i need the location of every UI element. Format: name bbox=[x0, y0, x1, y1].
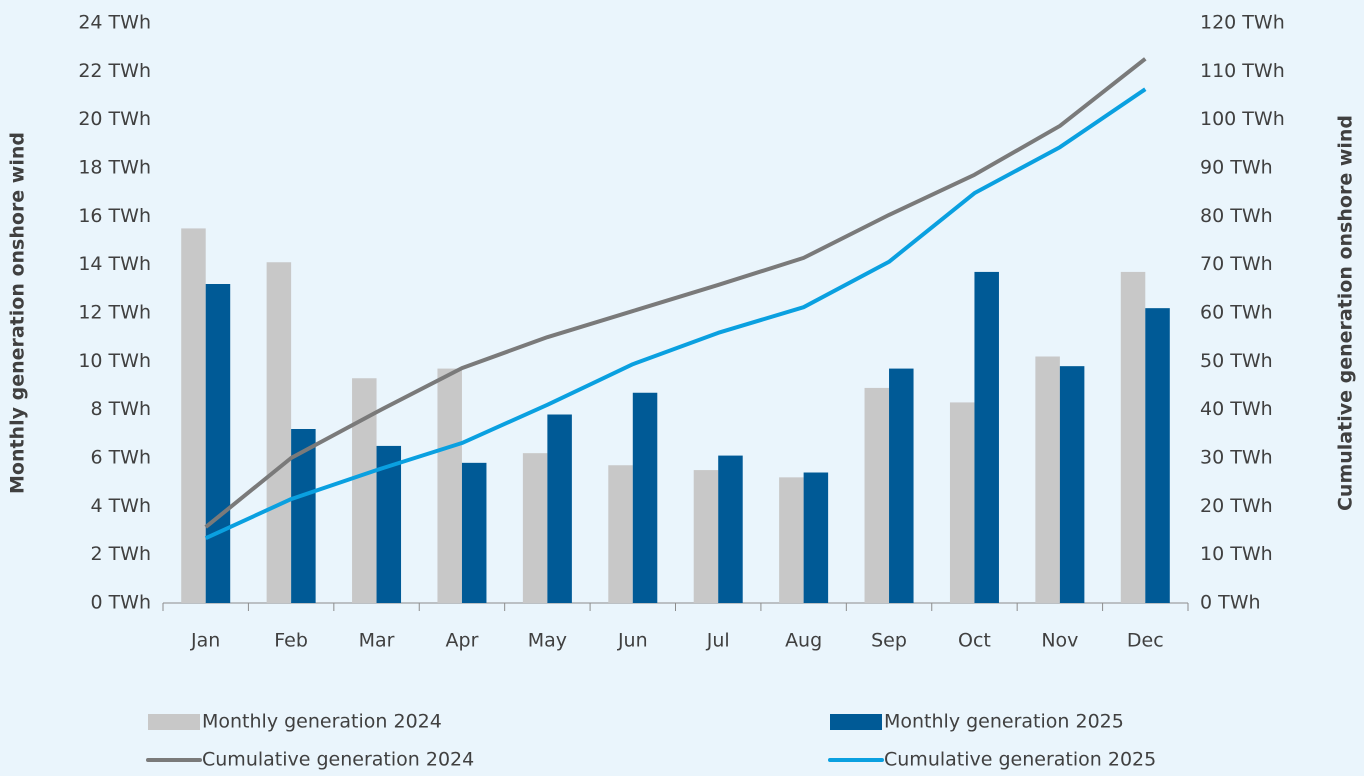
y-axis-title: Monthly generation onshore wind bbox=[7, 132, 29, 494]
bar bbox=[1035, 356, 1060, 603]
legend-label: Monthly generation 2024 bbox=[202, 711, 442, 733]
bar bbox=[718, 455, 743, 603]
y-tick-label: 16 TWh bbox=[78, 205, 151, 227]
bar bbox=[205, 284, 231, 603]
y-tick-label: 8 TWh bbox=[90, 398, 151, 420]
y-tick-label: 18 TWh bbox=[78, 157, 151, 179]
bar bbox=[1145, 308, 1170, 603]
y-tick-label: 12 TWh bbox=[78, 302, 151, 324]
line-series bbox=[204, 87, 1147, 541]
bar bbox=[1120, 271, 1146, 603]
legend-swatch bbox=[148, 714, 200, 730]
y2-tick-label: 10 TWh bbox=[1200, 543, 1273, 565]
y2-tick-label: 50 TWh bbox=[1200, 350, 1273, 372]
y2-tick-label: 90 TWh bbox=[1200, 157, 1273, 179]
y2-tick-label: 110 TWh bbox=[1200, 60, 1285, 82]
x-tick-label: Feb bbox=[274, 630, 308, 652]
bar bbox=[949, 402, 975, 603]
bar bbox=[437, 368, 462, 603]
y2-tick-label: 120 TWh bbox=[1200, 12, 1285, 34]
bar bbox=[461, 462, 487, 603]
legend-swatch bbox=[830, 714, 882, 730]
y2-tick-label: 70 TWh bbox=[1200, 253, 1273, 275]
x-tick-label: Aug bbox=[785, 630, 822, 652]
bar bbox=[376, 445, 402, 603]
y2-tick-label: 20 TWh bbox=[1200, 495, 1273, 517]
bar bbox=[1059, 366, 1085, 603]
x-tick-label: Mar bbox=[359, 630, 395, 652]
x-tick-label: Sep bbox=[871, 630, 907, 652]
y2-tick-label: 0 TWh bbox=[1200, 592, 1261, 614]
bar bbox=[608, 465, 633, 603]
y-tick-label: 20 TWh bbox=[78, 108, 151, 130]
y-tick-label: 2 TWh bbox=[90, 543, 151, 565]
legend-label: Cumulative generation 2025 bbox=[884, 749, 1156, 771]
x-tick-label: Jan bbox=[190, 630, 220, 652]
y2-axis-title: Cumulative generation onshore wind bbox=[1335, 115, 1357, 511]
y-tick-label: 0 TWh bbox=[90, 592, 151, 614]
x-tick-label: Nov bbox=[1041, 630, 1078, 652]
y-tick-label: 24 TWh bbox=[78, 12, 151, 34]
y2-tick-label: 30 TWh bbox=[1200, 447, 1273, 469]
y2-tick-label: 40 TWh bbox=[1200, 398, 1273, 420]
legend-label: Cumulative generation 2024 bbox=[202, 749, 474, 771]
bar bbox=[864, 387, 890, 603]
bar bbox=[889, 368, 914, 603]
line-series bbox=[204, 57, 1147, 529]
bar bbox=[974, 271, 999, 603]
bar bbox=[693, 470, 719, 603]
bar bbox=[547, 414, 572, 603]
y-tick-label: 22 TWh bbox=[78, 60, 151, 82]
bar bbox=[779, 477, 804, 603]
legend-label: Monthly generation 2025 bbox=[884, 711, 1124, 733]
bar bbox=[632, 392, 658, 603]
x-tick-label: Dec bbox=[1127, 630, 1164, 652]
y2-tick-label: 80 TWh bbox=[1200, 205, 1273, 227]
y-tick-label: 4 TWh bbox=[90, 495, 151, 517]
y-tick-label: 14 TWh bbox=[78, 253, 151, 275]
x-tick-label: May bbox=[528, 630, 567, 652]
bar bbox=[522, 453, 548, 603]
y2-tick-label: 100 TWh bbox=[1200, 108, 1285, 130]
y2-tick-label: 60 TWh bbox=[1200, 302, 1273, 324]
x-tick-label: Apr bbox=[446, 630, 479, 652]
bar bbox=[803, 472, 829, 603]
x-tick-label: Jul bbox=[706, 630, 730, 652]
x-tick-label: Jun bbox=[617, 630, 648, 652]
bar bbox=[266, 262, 292, 603]
y-tick-label: 6 TWh bbox=[90, 447, 151, 469]
bar bbox=[181, 228, 206, 603]
y-tick-label: 10 TWh bbox=[78, 350, 151, 372]
x-tick-label: Oct bbox=[958, 630, 991, 652]
